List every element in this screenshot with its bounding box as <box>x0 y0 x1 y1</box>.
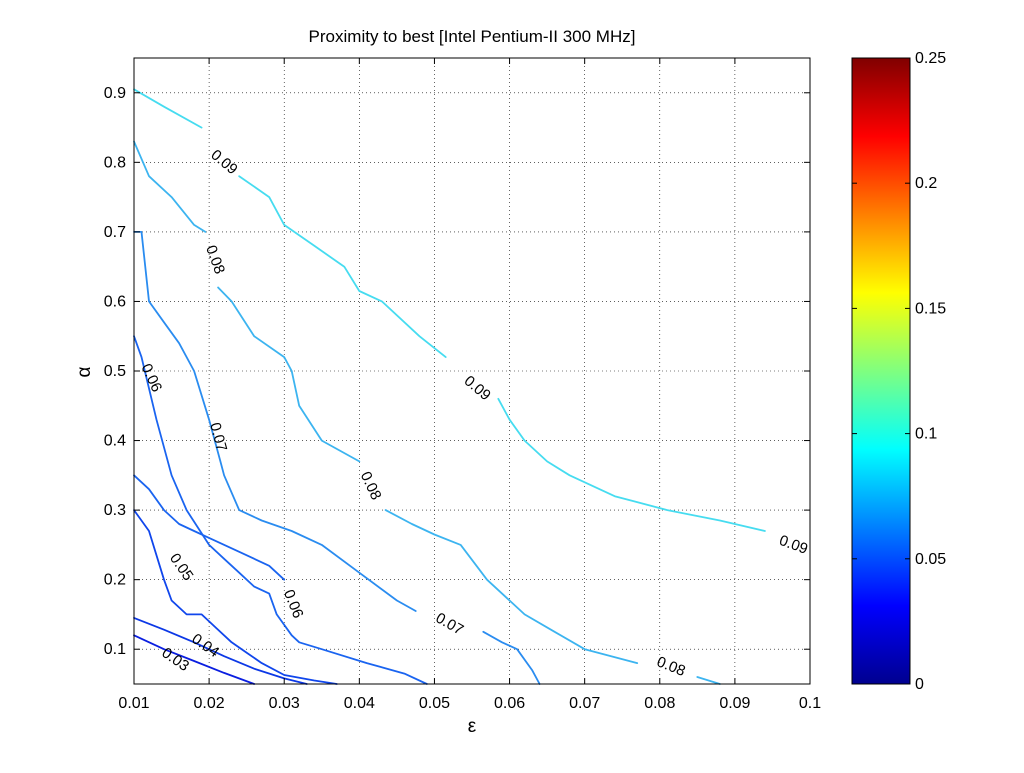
y-axis: 0.1 0.2 0.3 0.4 0.5 0.6 0.7 0.8 0.9 <box>104 85 810 658</box>
y-tick-label: 0.8 <box>104 154 126 171</box>
colorbar-tick-label: 0.2 <box>915 175 937 192</box>
colorbar-tick-label: 0 <box>915 676 924 693</box>
contour-line <box>497 397 766 532</box>
contour-lines <box>133 88 766 685</box>
colorbar-tick-label: 0.1 <box>915 426 937 443</box>
x-tick-label: 0.07 <box>569 695 600 712</box>
x-axis-label: ε <box>468 716 477 737</box>
contour-line <box>133 474 286 581</box>
y-tick-label: 0.9 <box>104 85 126 102</box>
contour-line <box>133 88 203 129</box>
colorbar-tick-label: 0.25 <box>915 50 946 67</box>
colorbar-axis: 0 0.05 0.1 0.15 0.2 0.25 <box>852 50 946 693</box>
contour-line <box>133 509 338 685</box>
y-tick-label: 0.5 <box>104 363 126 380</box>
x-tick-label: 0.08 <box>644 695 675 712</box>
x-tick-label: 0.05 <box>419 695 450 712</box>
contour-label: 0.07 <box>206 421 230 454</box>
y-tick-label: 0.4 <box>104 433 126 450</box>
colorbar-tick-label: 0.05 <box>915 551 946 568</box>
y-tick-label: 0.6 <box>104 293 126 310</box>
x-tick-label: 0.02 <box>194 695 225 712</box>
x-tick-label: 0.04 <box>344 695 375 712</box>
contour-line <box>482 630 541 685</box>
contour-line <box>384 509 639 664</box>
colorbar-tick-label: 0.15 <box>915 300 946 317</box>
y-tick-label: 0.2 <box>104 572 126 589</box>
contour-line <box>133 140 207 233</box>
contour-line <box>133 335 428 685</box>
x-tick-label: 0.09 <box>719 695 750 712</box>
x-tick-label: 0.06 <box>494 695 525 712</box>
contour-line <box>133 230 417 612</box>
y-tick-label: 0.3 <box>104 502 126 519</box>
contour-line <box>217 286 361 463</box>
x-tick-label: 0.03 <box>269 695 300 712</box>
x-axis: 0.01 0.02 0.03 0.04 0.05 0.06 0.07 0.08 0.09 0.1 <box>118 58 821 712</box>
contour-line <box>133 634 256 685</box>
contour-line <box>696 676 721 685</box>
chart-title: Proximity to best [Intel Pentium-II 300 … <box>309 27 636 46</box>
x-tick-label: 0.01 <box>118 695 149 712</box>
contour-line <box>238 175 447 359</box>
y-tick-label: 0.1 <box>104 641 126 658</box>
x-tick-label: 0.1 <box>799 695 821 712</box>
y-tick-label: 0.7 <box>104 224 126 241</box>
y-axis-label: α <box>74 366 95 377</box>
colorbar <box>851 57 911 685</box>
